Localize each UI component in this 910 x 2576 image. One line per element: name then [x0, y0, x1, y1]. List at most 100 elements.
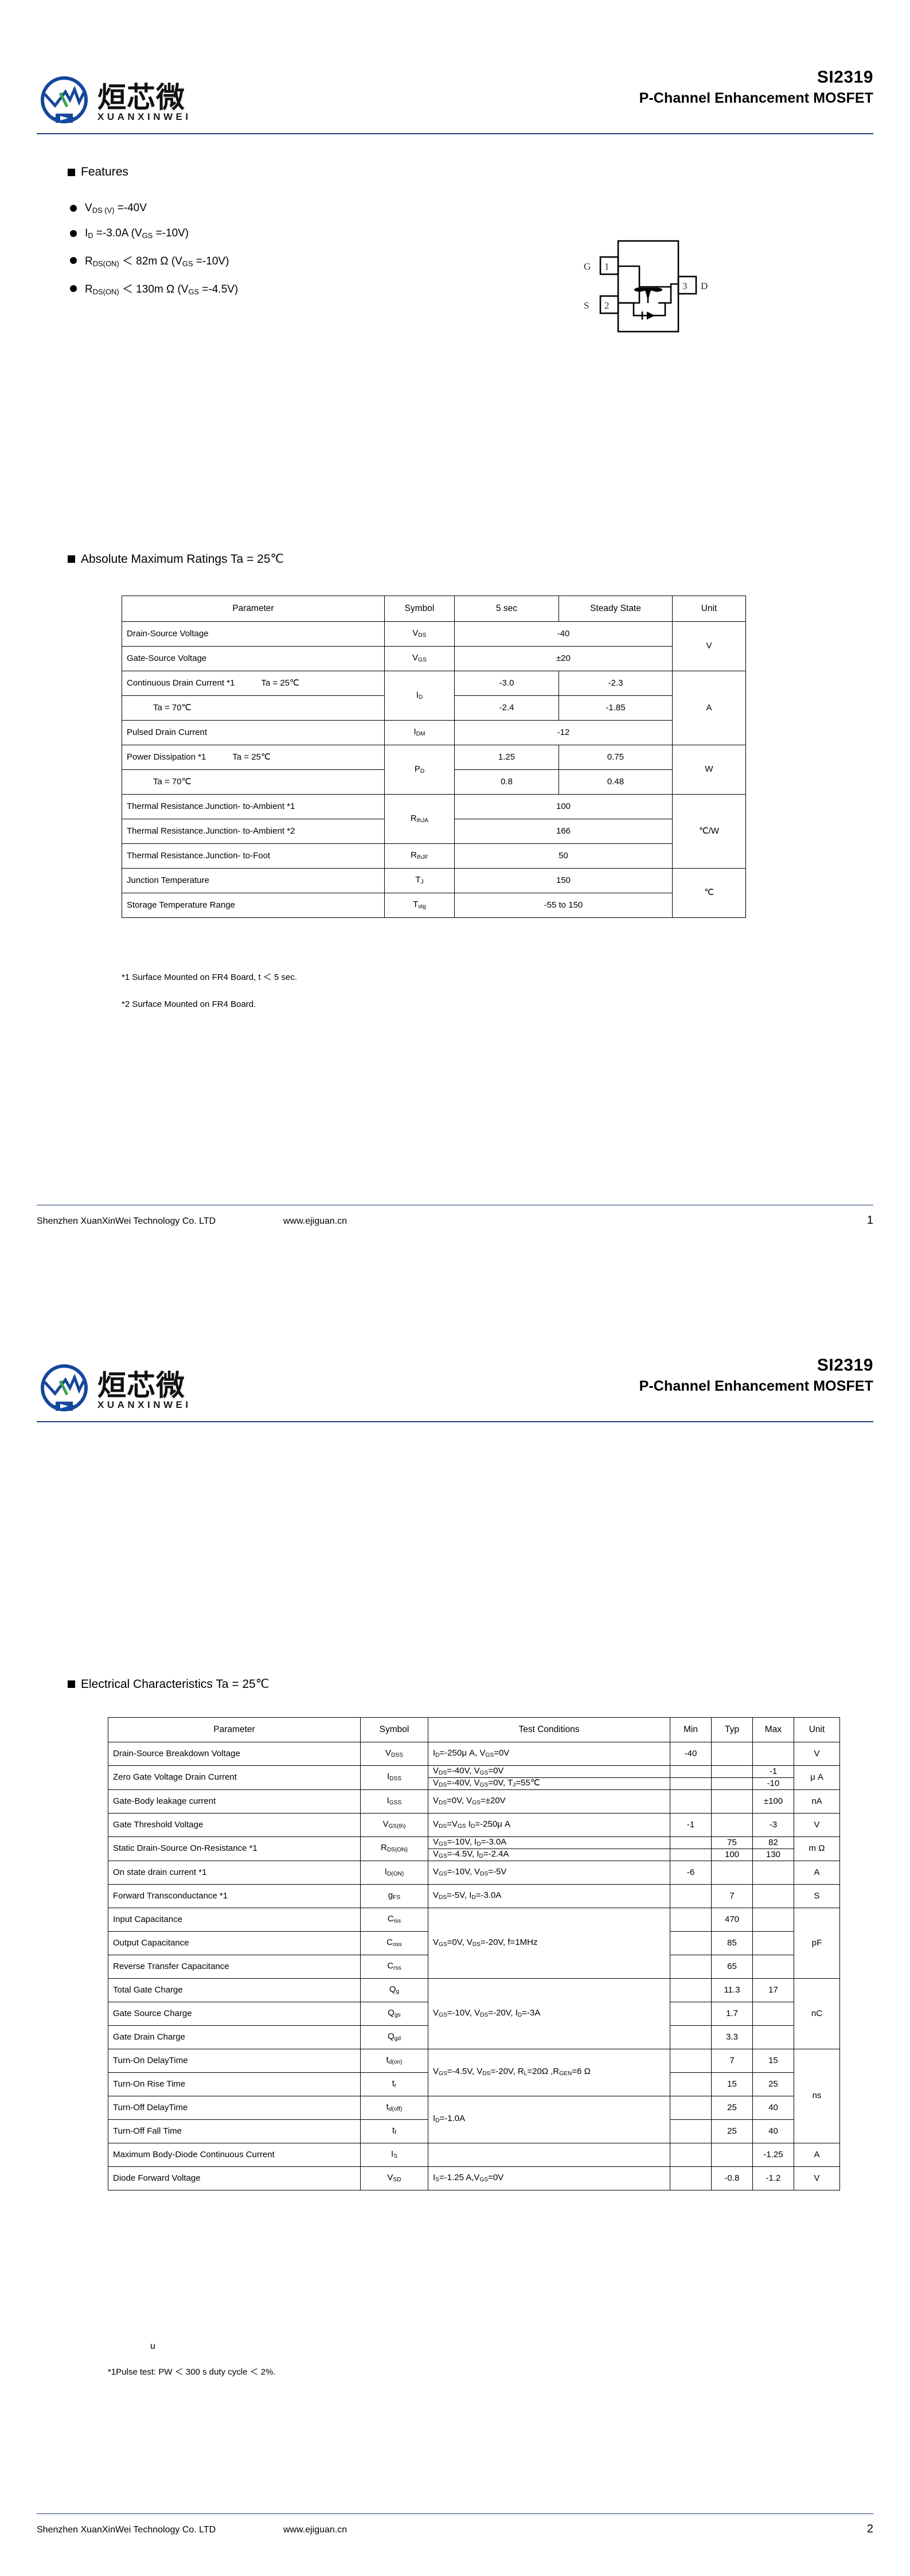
page-footer: Shenzhen XuanXinWei Technology Co. LTD w…: [37, 1214, 873, 1227]
parameter-cell: Gate-Source Voltage: [122, 646, 385, 671]
max-cell: [752, 1907, 794, 1932]
pin-label-source: S: [584, 300, 589, 311]
min-cell: [670, 1836, 712, 1849]
round-bullet-icon: [70, 205, 77, 212]
symbol-cell: ID(ON): [360, 1860, 428, 1885]
table-row: Drain-Source Breakdown Voltage VDSS ID=-25…: [108, 1742, 840, 1766]
logo-latin-name: XUANXINWEI: [97, 111, 192, 122]
test-condition-cell: VGS=-10V, ID=-3.0A: [428, 1836, 670, 1849]
value-cell: 150: [454, 868, 673, 893]
value-steady-cell: 0.75: [559, 745, 673, 770]
footer-website[interactable]: www.ejiguan.cn: [283, 2525, 347, 2535]
xxw-logo-icon: [37, 70, 92, 125]
unit-cell: ℃: [672, 868, 746, 918]
column-header: Test Conditions: [428, 1717, 670, 1742]
typ-cell: [711, 1765, 753, 1778]
footer-page-number: 2: [866, 2523, 873, 2535]
table-row: Storage Temperature Range Tstg -55 to 150: [122, 893, 746, 918]
value-steady-cell: -2.3: [559, 671, 673, 696]
typ-cell: 85: [711, 1931, 753, 1955]
table-row: On state drain current *1 ID(ON) VGS=-10V,…: [108, 1860, 840, 1885]
typ-cell: [711, 2142, 753, 2167]
typ-cell: 100: [711, 1848, 753, 1861]
test-condition-cell: VDS=-40V, VGS=0V: [428, 1765, 670, 1778]
elec-heading: Electrical Characteristics Ta = 25℃: [68, 1677, 269, 1691]
max-cell: 130: [752, 1848, 794, 1861]
table-row: Turn-On DelayTime td(on) VGS=-4.5V, VDS=-2…: [108, 2048, 840, 2143]
parameter-cell: Gate Source Charge: [108, 2001, 361, 2026]
symbol-cell: IGSS: [360, 1789, 428, 1814]
footnote-1: *1 Surface Mounted on FR4 Board, t ＜ 5 s…: [122, 972, 297, 982]
part-description: P-Channel Enhancement MOSFET: [639, 1378, 873, 1394]
square-bullet-icon: [68, 555, 75, 563]
table-row: Ta = 70℃ -2.4 -1.85: [122, 695, 746, 721]
table-row: Junction Temperature TJ 150 ℃: [122, 868, 746, 918]
symbol-cell: Crss: [360, 1954, 428, 1979]
symbol-cell: tf: [360, 2119, 428, 2143]
typ-cell: 7: [711, 2048, 753, 2073]
parameter-cell: Drain-Source Breakdown Voltage: [108, 1742, 361, 1766]
features-list: VDS (V) =-40V ID =-3.0A (VGS =-10V) RDS(…: [68, 189, 238, 296]
table-row: Gate Source Charge Qgs 1.7: [108, 2001, 840, 2026]
typ-cell: 65: [711, 1954, 753, 1979]
min-cell: [670, 2025, 712, 2049]
page-header: 烜芯微 XUANXINWEI SI2319 P-Channel Enhancem…: [0, 1356, 910, 1419]
column-header: Min: [670, 1717, 712, 1742]
unit-cell: V: [794, 1812, 840, 1837]
parameter-cell: Output Capacitance: [108, 1931, 361, 1955]
typ-cell: 1.7: [711, 2001, 753, 2026]
round-bullet-icon: [70, 256, 77, 264]
feature-text: RDS(ON) ＜ 130m Ω (VGS =-4.5V): [85, 283, 239, 296]
elec-heading-label: Electrical Characteristics Ta = 25℃: [81, 1678, 270, 1691]
table-row: Ta = 70℃ 0.8 0.48: [122, 769, 746, 795]
test-condition-cell: VGS=-10V, VDS=-5V: [428, 1860, 670, 1885]
unit-cell: pF: [794, 1907, 840, 1979]
test-condition-cell: VGS=-10V, VDS=-20V, ID=-3A: [428, 1978, 670, 2049]
min-cell: [670, 1884, 712, 1908]
value-steady-cell: -1.85: [559, 695, 673, 721]
max-cell: 40: [752, 2119, 794, 2143]
min-cell: [670, 1931, 712, 1955]
parameter-cell: Maximum Body-Diode Continuous Current: [108, 2142, 361, 2167]
unit-cell: W: [672, 745, 746, 795]
max-cell: [752, 1954, 794, 1979]
min-cell: [670, 2119, 712, 2143]
unit-cell: m Ω: [794, 1836, 840, 1861]
symbol-cell: gFS: [360, 1884, 428, 1908]
unit-cell: V: [794, 1742, 840, 1766]
min-cell: [670, 2166, 712, 2190]
header-title-block: SI2319 P-Channel Enhancement MOSFET: [639, 1356, 873, 1394]
part-number: SI2319: [817, 68, 873, 87]
feature-item: VDS (V) =-40V: [68, 202, 238, 215]
max-cell: 82: [752, 1836, 794, 1849]
table-row: Diode Forward Voltage VSD IS=-1.25 A,VGS=0…: [108, 2166, 840, 2190]
footer-website[interactable]: www.ejiguan.cn: [283, 1216, 347, 1226]
max-cell: -1: [752, 1765, 794, 1778]
parameter-cell: Turn-On Rise Time: [108, 2072, 361, 2096]
footer-divider: [37, 2513, 873, 2514]
mosfet-symbol-icon: 1 2 3 G S D: [584, 240, 708, 333]
symbol-cell: Qgd: [360, 2025, 428, 2049]
table-row: VDS=-40V, VGS=0V, TJ=55℃ -10: [108, 1777, 840, 1790]
max-cell: [752, 2001, 794, 2026]
symbol-cell: VGS: [384, 646, 455, 671]
test-condition-cell: VDS=-5V, ID=-3.0A: [428, 1884, 670, 1908]
symbol-cell: tr: [360, 2072, 428, 2096]
package-pinout-diagram: 1 2 3 G S D: [533, 229, 722, 367]
symbol-cell: Qgs: [360, 2001, 428, 2026]
part-description: P-Channel Enhancement MOSFET: [639, 90, 873, 106]
typ-cell: 3.3: [711, 2025, 753, 2049]
column-header: Symbol: [360, 1717, 428, 1742]
parameter-cell: Turn-Off Fall Time: [108, 2119, 361, 2143]
table-row: Turn-Off DelayTime td(off) ID=-1.0A 25 40: [108, 2095, 840, 2143]
max-cell: [752, 1884, 794, 1908]
column-header: 5 sec: [454, 596, 559, 622]
typ-cell: 11.3: [711, 1978, 753, 2002]
min-cell: [670, 1954, 712, 1979]
footer-company: Shenzhen XuanXinWei Technology Co. LTD: [37, 2525, 216, 2535]
typ-cell: [711, 1742, 753, 1766]
table-row: Power Dissipation *1 Ta = 25℃ PD 1.25 0.75 W: [122, 745, 746, 795]
pin-number-1: 1: [604, 261, 610, 272]
typ-cell: [711, 1777, 753, 1790]
pin-label-gate: G: [584, 261, 591, 272]
